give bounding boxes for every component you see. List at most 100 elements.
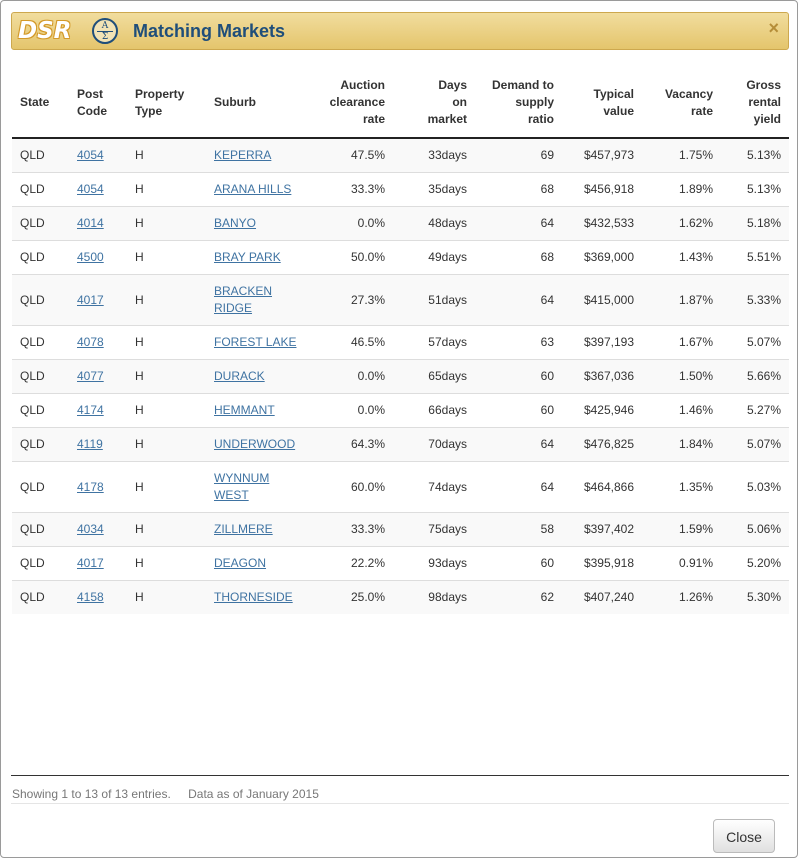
cell-demand-to-supply-ratio: 58 xyxy=(475,512,562,547)
suburb-link[interactable]: THORNESIDE xyxy=(214,590,293,604)
table-row: QLD 4034 H ZILLMERE 33.3% 75days 58 $397,402 1.5… xyxy=(12,512,789,547)
cell-post-code: 4054 xyxy=(69,137,127,173)
suburb-link[interactable]: WYNNUM WEST xyxy=(214,471,270,502)
logo-badge-top: A xyxy=(101,21,109,31)
postcode-link[interactable]: 4077 xyxy=(77,369,104,383)
close-button[interactable]: Close xyxy=(713,819,775,853)
cell-post-code: 4077 xyxy=(69,359,127,394)
cell-suburb: KEPERRA xyxy=(206,137,306,173)
postcode-link[interactable]: 4500 xyxy=(77,250,104,264)
cell-days-on-market: 57days xyxy=(393,325,475,360)
cell-demand-to-supply-ratio: 68 xyxy=(475,240,562,275)
cell-demand-to-supply-ratio: 64 xyxy=(475,427,562,462)
column-header-gross-rental-yield[interactable]: Gross rental yield xyxy=(721,68,789,139)
suburb-link[interactable]: KEPERRA xyxy=(214,148,272,162)
cell-typical-value: $395,918 xyxy=(562,546,642,581)
table-row: QLD 4054 H ARANA HILLS 33.3% 35days 68 $456,918… xyxy=(12,172,789,207)
cell-typical-value: $476,825 xyxy=(562,427,642,462)
cell-days-on-market: 51days xyxy=(393,274,475,326)
suburb-link[interactable]: FOREST LAKE xyxy=(214,335,297,349)
cell-vacancy-rate: 1.50% xyxy=(642,359,721,394)
table-header: State Post Code Property Type Suburb Auction cl… xyxy=(12,68,789,139)
column-header-post-code[interactable]: Post Code xyxy=(69,68,127,139)
postcode-link[interactable]: 4017 xyxy=(77,292,104,307)
dsr-logo: DSR A Σ xyxy=(18,18,122,44)
cell-post-code: 4500 xyxy=(69,240,127,275)
cell-typical-value: $432,533 xyxy=(562,206,642,241)
column-header-auction-clearance-rate[interactable]: Auction clearance rate xyxy=(306,68,393,139)
table-row: QLD 4500 H BRAY PARK 50.0% 49days 68 $369,000 1.… xyxy=(12,240,789,275)
cell-state: QLD xyxy=(12,206,69,241)
column-header-property-type[interactable]: Property Type xyxy=(127,68,206,139)
suburb-link[interactable]: DEAGON xyxy=(214,556,267,570)
suburb-link[interactable]: ZILLMERE xyxy=(214,522,273,536)
suburb-link[interactable]: HEMMANT xyxy=(214,403,275,417)
cell-typical-value: $397,402 xyxy=(562,512,642,547)
postcode-link[interactable]: 4054 xyxy=(77,148,104,162)
cell-days-on-market: 66days xyxy=(393,393,475,428)
cell-property-type: H xyxy=(127,512,206,547)
cell-demand-to-supply-ratio: 64 xyxy=(475,274,562,326)
cell-gross-rental-yield: 5.33% xyxy=(721,274,789,326)
table-row: QLD 4119 H UNDERWOOD 64.3% 70days 64 $476,825 1.… xyxy=(12,427,789,462)
postcode-link[interactable]: 4014 xyxy=(77,216,104,230)
cell-state: QLD xyxy=(12,461,69,513)
suburb-link[interactable]: ARANA HILLS xyxy=(214,182,292,196)
postcode-link[interactable]: 4119 xyxy=(77,437,103,451)
column-header-demand-to-supply-ratio[interactable]: Demand to supply ratio xyxy=(475,68,562,139)
footer-divider xyxy=(11,775,789,776)
postcode-link[interactable]: 4174 xyxy=(77,403,104,417)
suburb-link[interactable]: BANYO xyxy=(214,216,257,230)
postcode-link[interactable]: 4054 xyxy=(77,182,104,196)
cell-state: QLD xyxy=(12,427,69,462)
cell-auction-clearance-rate: 25.0% xyxy=(306,580,393,614)
postcode-link[interactable]: 4158 xyxy=(77,590,104,604)
column-header-typical-value[interactable]: Typical value xyxy=(562,68,642,139)
entries-count-text: Showing 1 to 13 of 13 entries. xyxy=(12,787,171,801)
cell-state: QLD xyxy=(12,137,69,173)
cell-gross-rental-yield: 5.06% xyxy=(721,512,789,547)
cell-suburb: DURACK xyxy=(206,359,306,394)
cell-vacancy-rate: 1.26% xyxy=(642,580,721,614)
cell-suburb: BRAY PARK xyxy=(206,240,306,275)
column-header-days-on-market[interactable]: Days on market xyxy=(393,68,475,139)
cell-state: QLD xyxy=(12,240,69,275)
cell-post-code: 4054 xyxy=(69,172,127,207)
suburb-link[interactable]: BRACKEN RIDGE xyxy=(214,284,273,315)
postcode-link[interactable]: 4017 xyxy=(77,556,104,570)
column-header-state[interactable]: State xyxy=(12,68,69,139)
table-row: QLD 4078 H FOREST LAKE 46.5% 57days 63 $397,193… xyxy=(12,325,789,360)
cell-days-on-market: 75days xyxy=(393,512,475,547)
cell-suburb: BANYO xyxy=(206,206,306,241)
suburb-link[interactable]: BRAY PARK xyxy=(214,250,281,264)
suburb-link[interactable]: DURACK xyxy=(214,369,265,383)
postcode-link[interactable]: 4034 xyxy=(77,522,104,536)
data-as-of-text: Data as of January 2015 xyxy=(188,787,319,801)
close-icon[interactable]: × xyxy=(768,18,779,38)
cell-demand-to-supply-ratio: 60 xyxy=(475,546,562,581)
column-header-vacancy-rate[interactable]: Vacancy rate xyxy=(642,68,721,139)
cell-gross-rental-yield: 5.20% xyxy=(721,546,789,581)
cell-typical-value: $425,946 xyxy=(562,393,642,428)
cell-typical-value: $407,240 xyxy=(562,580,642,614)
cell-typical-value: $369,000 xyxy=(562,240,642,275)
cell-state: QLD xyxy=(12,359,69,394)
cell-gross-rental-yield: 5.51% xyxy=(721,240,789,275)
cell-auction-clearance-rate: 22.2% xyxy=(306,546,393,581)
cell-suburb: ARANA HILLS xyxy=(206,172,306,207)
column-header-suburb[interactable]: Suburb xyxy=(206,68,306,139)
cell-vacancy-rate: 1.87% xyxy=(642,274,721,326)
cell-state: QLD xyxy=(12,546,69,581)
cell-property-type: H xyxy=(127,461,206,513)
cell-vacancy-rate: 1.59% xyxy=(642,512,721,547)
suburb-link[interactable]: UNDERWOOD xyxy=(214,437,296,451)
cell-post-code: 4178 xyxy=(69,461,127,513)
cell-suburb: BRACKEN RIDGE xyxy=(206,274,306,326)
cell-typical-value: $367,036 xyxy=(562,359,642,394)
postcode-link[interactable]: 4178 xyxy=(77,479,104,494)
postcode-link[interactable]: 4078 xyxy=(77,335,104,349)
cell-suburb: HEMMANT xyxy=(206,393,306,428)
cell-demand-to-supply-ratio: 64 xyxy=(475,206,562,241)
cell-auction-clearance-rate: 0.0% xyxy=(306,393,393,428)
